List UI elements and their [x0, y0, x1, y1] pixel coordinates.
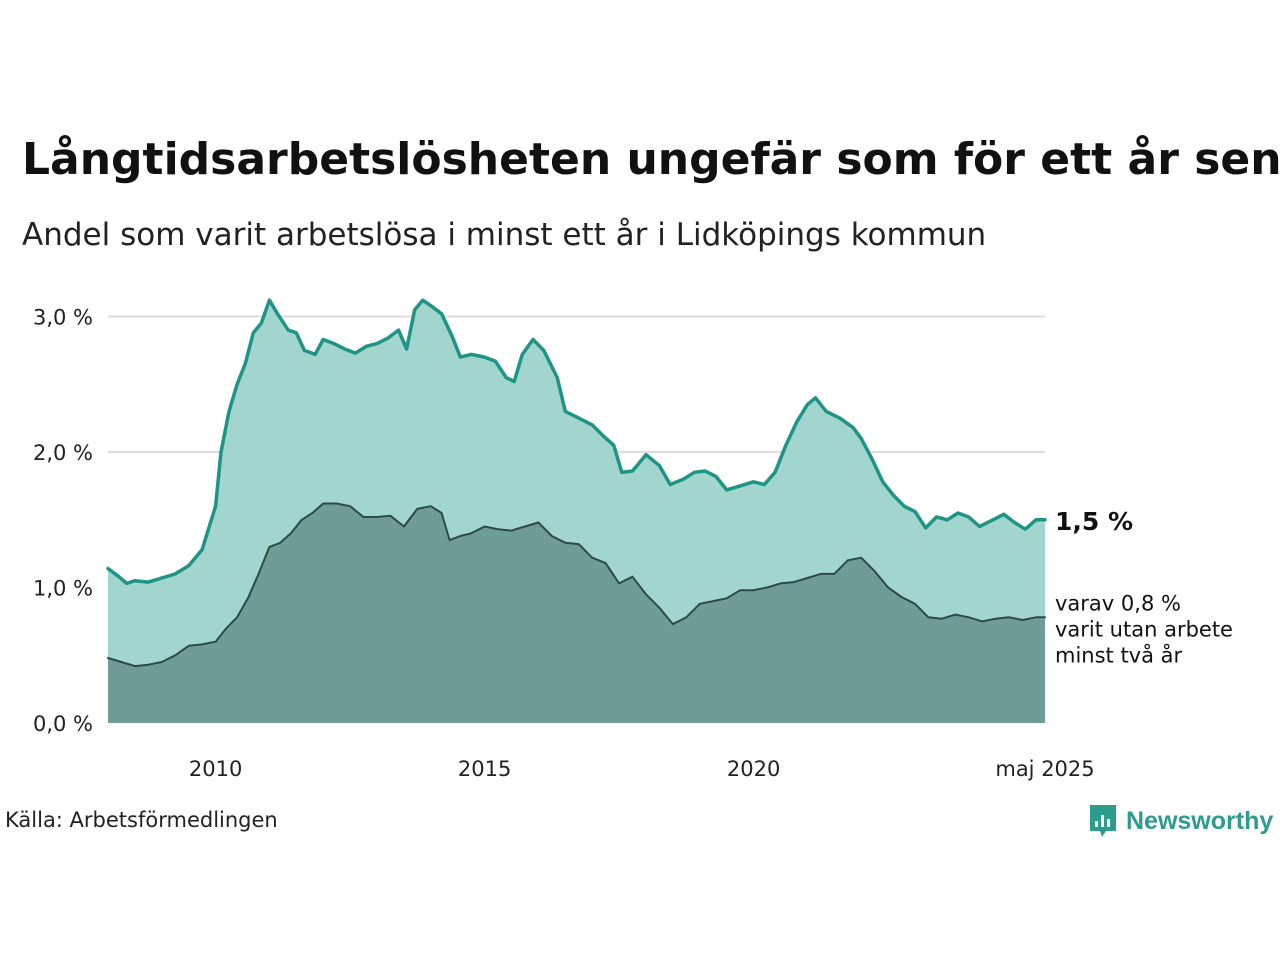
y-tick-label: 2,0 % — [33, 441, 93, 465]
x-tick-label: 2010 — [189, 757, 242, 781]
y-axis-labels: 0,0 % 1,0 % 2,0 % 3,0 % — [33, 306, 93, 737]
y-tick-label: 3,0 % — [33, 306, 93, 330]
x-tick-label: maj 2025 — [995, 757, 1094, 781]
two-year-end-label: minst två år — [1055, 643, 1183, 668]
chart-areas — [108, 300, 1045, 723]
chart-title: Långtidsarbetslösheten ungefär som för e… — [22, 134, 1280, 185]
area-chart: 0,0 % 1,0 % 2,0 % 3,0 % 2010 2015 2020 maj 202… — [33, 298, 1233, 781]
two-year-end-label: varav 0,8 % — [1055, 592, 1181, 616]
two-year-end-label: varit utan arbete — [1055, 618, 1233, 642]
chart-lines — [106, 298, 1047, 668]
y-tick-label: 1,0 % — [33, 577, 93, 601]
newsworthy-logo-icon — [1090, 805, 1116, 837]
total-share-line — [106, 298, 1047, 586]
x-axis-labels: 2010 2015 2020 maj 2025 — [189, 757, 1095, 781]
two-year-share-line — [107, 502, 1046, 668]
two-year-share-area — [108, 503, 1045, 723]
x-tick-label: 2015 — [458, 757, 511, 781]
brand-name: Newsworthy — [1126, 806, 1274, 835]
x-tick-label: 2020 — [727, 757, 780, 781]
y-tick-label: 0,0 % — [33, 712, 93, 736]
total-end-label: 1,5 % — [1055, 507, 1133, 536]
newsworthy-brand: Newsworthy — [1088, 802, 1273, 840]
chart-subtitle: Andel som varit arbetslösa i minst ett å… — [22, 217, 987, 253]
source-note: Källa: Arbetsförmedlingen — [5, 808, 278, 832]
